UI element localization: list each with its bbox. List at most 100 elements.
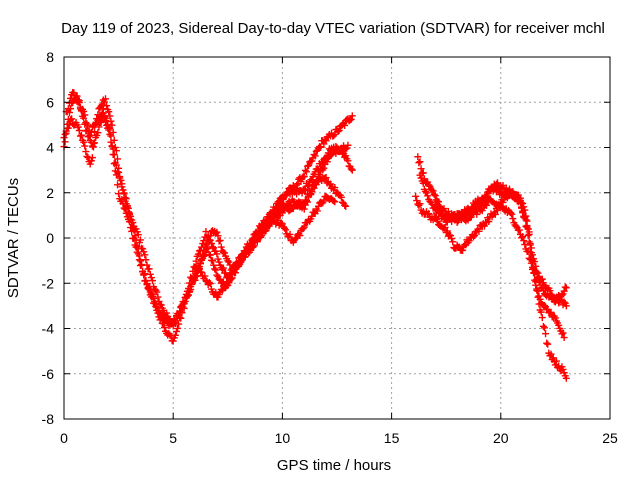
data-point xyxy=(551,314,559,322)
data-point xyxy=(97,118,105,126)
data-point xyxy=(562,284,570,292)
data-point xyxy=(142,256,150,264)
data-point xyxy=(163,309,171,317)
data-point xyxy=(197,260,204,268)
data-point xyxy=(217,243,225,251)
data-point xyxy=(94,129,102,137)
data-point xyxy=(526,256,534,264)
data-point xyxy=(126,209,134,217)
data-point xyxy=(300,223,308,231)
data-point xyxy=(414,153,422,161)
data-point xyxy=(335,126,343,134)
data-point xyxy=(214,232,222,240)
x-axis-label: GPS time / hours xyxy=(277,457,391,474)
data-point xyxy=(448,217,456,225)
data-point xyxy=(552,357,560,365)
y-tick-label: 6 xyxy=(46,94,54,110)
data-point xyxy=(494,179,502,187)
data-point xyxy=(213,250,221,258)
data-point xyxy=(524,247,532,255)
data-point xyxy=(175,311,183,319)
data-point xyxy=(130,235,138,243)
y-tick-label: -8 xyxy=(42,411,55,427)
data-point xyxy=(471,231,479,239)
data-point xyxy=(320,197,328,205)
data-point xyxy=(286,230,294,238)
data-point xyxy=(146,270,154,278)
data-point xyxy=(278,209,286,217)
data-point xyxy=(562,302,570,310)
data-point xyxy=(221,249,229,257)
data-point xyxy=(148,291,156,299)
data-point xyxy=(109,128,117,136)
data-point xyxy=(227,275,235,283)
data-point xyxy=(147,290,155,298)
data-point xyxy=(134,231,142,239)
data-point xyxy=(425,210,433,218)
data-point xyxy=(206,251,214,259)
data-point xyxy=(491,210,499,218)
x-tick-label: 15 xyxy=(384,430,400,446)
data-point xyxy=(492,180,500,188)
data-point xyxy=(171,317,179,325)
data-point xyxy=(215,258,223,266)
data-point xyxy=(83,152,91,160)
data-point xyxy=(226,261,234,269)
data-point xyxy=(213,228,221,236)
data-point xyxy=(240,247,248,255)
data-point xyxy=(157,314,165,322)
data-point xyxy=(279,195,287,203)
data-point xyxy=(116,173,124,181)
data-point xyxy=(525,238,533,246)
y-tick-label: 0 xyxy=(46,230,54,246)
data-point xyxy=(87,157,95,165)
data-point xyxy=(265,222,273,230)
data-point xyxy=(64,105,72,113)
data-point xyxy=(115,164,123,172)
data-point xyxy=(299,225,307,233)
data-point xyxy=(297,178,305,186)
data-point xyxy=(134,250,142,258)
data-point xyxy=(176,308,184,316)
data-point xyxy=(305,162,313,169)
data-point xyxy=(342,145,350,153)
data-point xyxy=(323,158,331,166)
data-point xyxy=(81,142,89,150)
data-point xyxy=(478,207,486,215)
data-point xyxy=(186,279,194,287)
data-point xyxy=(198,255,206,263)
data-point xyxy=(272,220,280,228)
data-point xyxy=(480,222,488,230)
data-point xyxy=(213,271,221,279)
data-point xyxy=(89,139,97,147)
data-point xyxy=(114,181,122,189)
data-point xyxy=(433,217,441,225)
data-point xyxy=(75,127,83,135)
data-point xyxy=(100,98,108,106)
data-point xyxy=(560,298,568,306)
data-point xyxy=(189,267,197,275)
data-point xyxy=(537,308,545,316)
data-point xyxy=(535,292,543,300)
data-point xyxy=(61,138,69,146)
data-point xyxy=(159,320,167,328)
data-point xyxy=(424,192,432,200)
data-point xyxy=(148,277,156,285)
data-point xyxy=(531,269,539,277)
data-point xyxy=(94,111,102,119)
data-point xyxy=(348,112,356,120)
data-point xyxy=(322,137,330,145)
data-point xyxy=(198,268,206,276)
data-point xyxy=(195,265,203,273)
data-point xyxy=(106,112,114,120)
data-point xyxy=(170,315,178,323)
data-point xyxy=(184,285,192,293)
data-point xyxy=(83,126,91,134)
data-point xyxy=(334,128,342,136)
data-point xyxy=(112,171,120,179)
data-point xyxy=(241,247,249,255)
data-point xyxy=(142,276,150,284)
y-tick-label: 8 xyxy=(46,49,54,65)
data-point xyxy=(441,223,449,231)
